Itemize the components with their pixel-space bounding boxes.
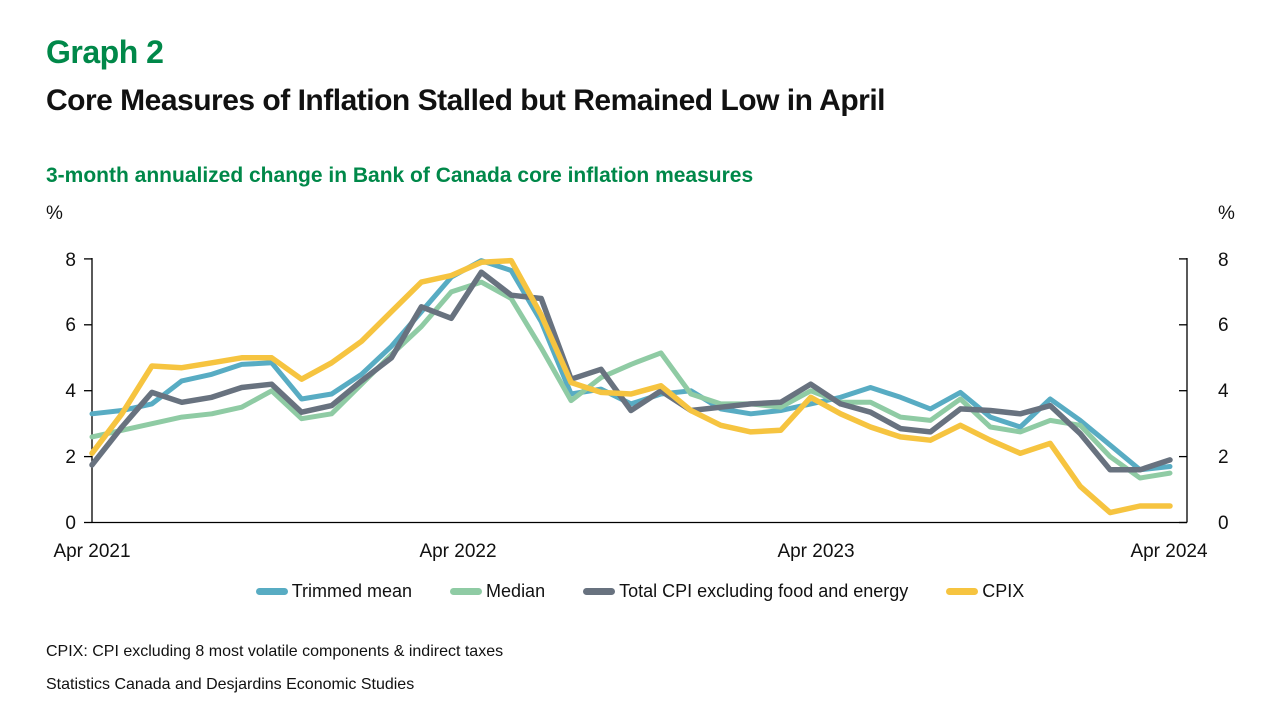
legend-label-cpix: CPIX: [982, 581, 1025, 601]
svg-text:6: 6: [65, 315, 76, 336]
series-line-cpix: [89, 257, 1173, 516]
right-axis-ticks: [1179, 258, 1187, 524]
chart-subtitle: 3-month annualized change in Bank of Can…: [46, 164, 754, 187]
left-axis-labels: 0 2 4 6 8: [65, 250, 76, 534]
svg-text:Apr 2022: Apr 2022: [419, 541, 496, 562]
legend-label-total-cpi: Total CPI excluding food and energy: [619, 581, 909, 601]
legend-swatch-total-cpi-icon: [583, 588, 616, 595]
legend-item-cpix: CPIX: [946, 581, 1024, 602]
page-title: Core Measures of Inflation Stalled but R…: [46, 84, 886, 117]
right-axis-unit: %: [1218, 203, 1235, 224]
svg-text:8: 8: [65, 250, 76, 271]
svg-text:Apr 2021: Apr 2021: [53, 541, 130, 562]
svg-text:2: 2: [65, 447, 76, 468]
svg-text:2: 2: [1218, 447, 1229, 468]
legend-swatch-median-icon: [450, 588, 483, 595]
legend-label-median: Median: [486, 581, 546, 601]
chart-legend: Trimmed mean Median Total CPI excluding …: [0, 581, 1280, 602]
legend-swatch-cpix-icon: [946, 588, 979, 595]
right-axis-labels: 0 2 4 6 8: [1218, 250, 1229, 534]
footnote-cpix-definition: CPIX: CPI excluding 8 most volatile comp…: [46, 643, 504, 660]
x-axis-labels: Apr 2021 Apr 2022 Apr 2023 Apr 2024: [53, 541, 1208, 562]
legend-label-trimmed-mean: Trimmed mean: [291, 581, 413, 601]
graph-number-label: Graph 2: [46, 34, 164, 70]
svg-text:0: 0: [65, 513, 76, 534]
series-line-median: [89, 279, 1173, 481]
svg-text:6: 6: [1218, 315, 1229, 336]
svg-text:Apr 2023: Apr 2023: [777, 541, 854, 562]
legend-item-median: Median: [450, 581, 545, 602]
svg-text:0: 0: [1218, 513, 1229, 534]
left-axis-unit: %: [46, 203, 63, 224]
footnote-source: Statistics Canada and Desjardins Economi…: [46, 676, 415, 693]
left-axis-ticks: [84, 258, 92, 524]
legend-item-total-cpi: Total CPI excluding food and energy: [583, 581, 908, 602]
series-line-total-cpi-ex-food-energy: [89, 269, 1173, 473]
svg-text:8: 8: [1218, 250, 1229, 271]
svg-text:4: 4: [65, 381, 76, 402]
svg-text:4: 4: [1218, 381, 1229, 402]
series-line-trimmed-mean: [89, 258, 1173, 473]
legend-item-trimmed-mean: Trimmed mean: [255, 581, 413, 602]
svg-text:Apr 2024: Apr 2024: [1130, 541, 1208, 562]
legend-swatch-trimmed-mean-icon: [255, 588, 288, 595]
